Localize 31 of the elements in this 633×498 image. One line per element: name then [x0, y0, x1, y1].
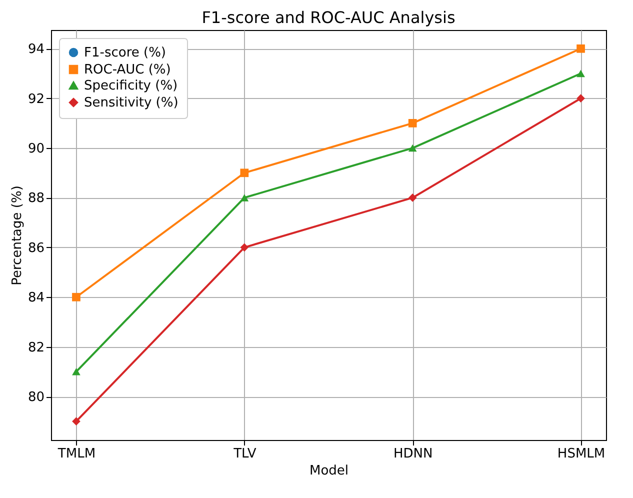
y-tick-label: 92	[28, 92, 44, 107]
y-tick-label: 84	[28, 290, 44, 306]
point	[240, 168, 249, 178]
point	[408, 144, 417, 152]
chart-title: F1-score and ROC-AUC Analysis	[202, 8, 456, 27]
legend-label: Sensitivity (%)	[84, 96, 178, 110]
x-axis-title: Model	[309, 464, 349, 478]
legend-label: Specificity (%)	[84, 78, 178, 94]
point	[408, 194, 417, 202]
point	[408, 119, 417, 128]
point	[576, 94, 585, 103]
x-tick-label: TMLM	[56, 446, 96, 462]
point	[72, 417, 80, 426]
x-tick-label: TLV	[232, 446, 256, 462]
x-tick-label: HDNN	[393, 446, 433, 462]
y-tick-label: 82	[28, 340, 44, 356]
y-tick-label: 90	[28, 142, 44, 157]
x-tick-label: HSMLM	[557, 446, 606, 462]
y-tick-label: 86	[28, 240, 44, 256]
legend-label: ROC-AUC (%)	[84, 62, 171, 78]
y-axis-title: Percentage (%)	[10, 186, 25, 286]
point	[576, 44, 585, 53]
point	[72, 368, 80, 376]
point	[240, 194, 249, 202]
legend-label: F1-score (%)	[84, 46, 166, 60]
y-tick-label: 88	[28, 191, 44, 206]
y-tick-label: 80	[28, 390, 44, 406]
point	[72, 292, 80, 302]
point	[240, 243, 249, 252]
point	[576, 70, 585, 78]
y-tick-label: 94	[28, 42, 44, 58]
